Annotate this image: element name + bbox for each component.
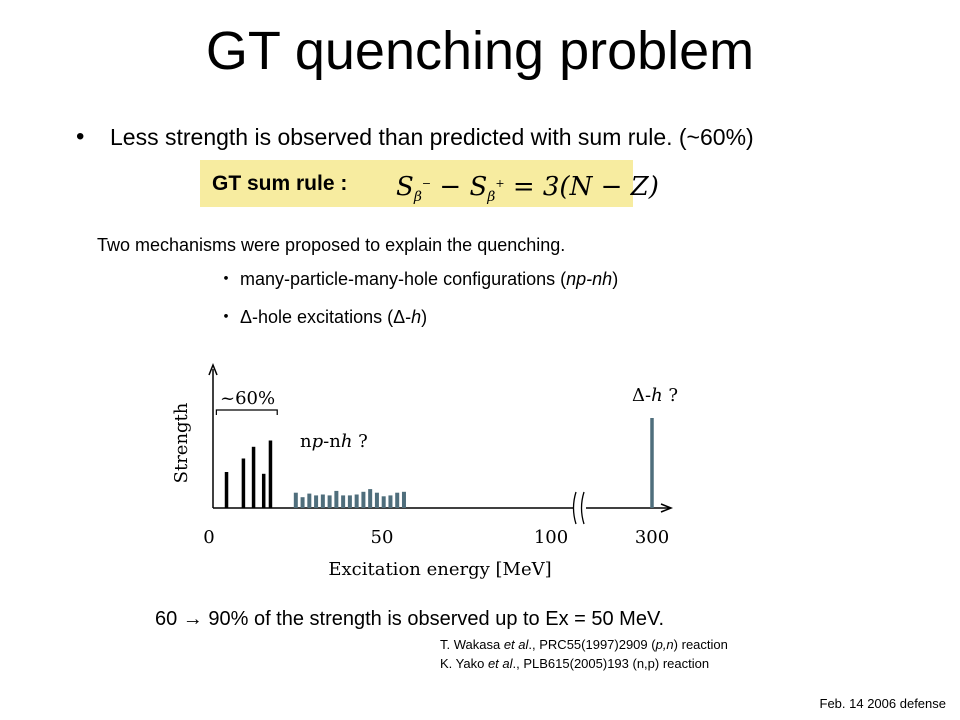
strength-chart: ~60% np-nh ? Δ-h ? 0 50 100 300 Excitation ener… — [171, 362, 678, 580]
sum-rule-formula: Sβ− − Sβ+ = 3(N − Z) — [396, 172, 659, 205]
chart-labels: ~60% np-nh ? Δ-h ? 0 50 100 300 Excitation ener… — [171, 385, 678, 580]
chart-bar — [320, 494, 325, 508]
y-axis-arrow-icon — [208, 362, 218, 376]
slide-title: GT quenching problem — [205, 21, 755, 81]
chart-bar — [241, 458, 246, 508]
x-tick-label: 300 — [635, 527, 669, 548]
chart-bar — [374, 492, 379, 508]
x-tick-label: 50 — [371, 527, 394, 548]
x-axis-label: Excitation energy [MeV] — [328, 559, 551, 580]
conclusion-text: 60 → 90% of the strength is observed up … — [155, 608, 665, 630]
mechanism-item-delta-hole: ・ Δ-hole excitations (Δ-h) — [217, 307, 428, 327]
chart-bar — [395, 492, 400, 508]
chart-bar — [361, 491, 366, 508]
chart-bar — [327, 495, 332, 508]
chart-bar — [293, 492, 298, 508]
annotation-delta-h: Δ-h ? — [632, 385, 678, 406]
chart-bar — [314, 495, 319, 508]
chart-bar — [368, 489, 373, 508]
chart-bar — [341, 495, 346, 508]
sum-rule-label: GT sum rule : — [212, 172, 348, 195]
sum-rule-box — [200, 160, 633, 207]
chart-bar — [268, 440, 273, 508]
chart-bar — [401, 491, 406, 508]
footer-date: Feb. 14 2006 defense — [819, 696, 947, 711]
x-tick-label: 0 — [203, 527, 214, 548]
mechanisms-intro: Two mechanisms were proposed to explain … — [97, 235, 566, 255]
chart-bars — [224, 418, 654, 508]
x-axis-arrow-icon — [660, 503, 674, 513]
chart-bar — [224, 472, 229, 508]
chart-bar — [354, 494, 359, 508]
chart-bar — [650, 418, 654, 508]
x-tick-label: 100 — [534, 527, 568, 548]
y-axis-label: Strength — [171, 402, 192, 483]
chart-bar — [381, 496, 386, 508]
axis-break-mark — [580, 491, 585, 525]
chart-bar — [261, 473, 266, 508]
mechanism-item-np-nh: ・ many-particle-many-hole configurations… — [217, 269, 619, 289]
chart-axes — [208, 362, 674, 526]
reference-yako: K. Yako et al., PLB615(2005)193 (n,p) re… — [440, 656, 710, 671]
annotation-np-nh: np-nh ? — [300, 431, 368, 452]
chart-bar — [251, 446, 256, 508]
chart-bar — [347, 495, 352, 508]
chart-bar — [334, 490, 339, 508]
reference-wakasa: T. Wakasa et al., PRC55(1997)2909 (p,n) … — [440, 637, 728, 652]
chart-bar — [307, 493, 312, 508]
bullet-point-icon: • — [76, 123, 85, 150]
axis-break-mark — [572, 491, 577, 525]
axis-break-gap — [574, 490, 586, 526]
annotation-60-percent: ~60% — [220, 388, 275, 409]
bullet-text: Less strength is observed than predicted… — [110, 124, 754, 150]
bracket-60-percent — [215, 409, 278, 415]
chart-bar — [300, 497, 305, 508]
chart-bar — [388, 495, 393, 508]
